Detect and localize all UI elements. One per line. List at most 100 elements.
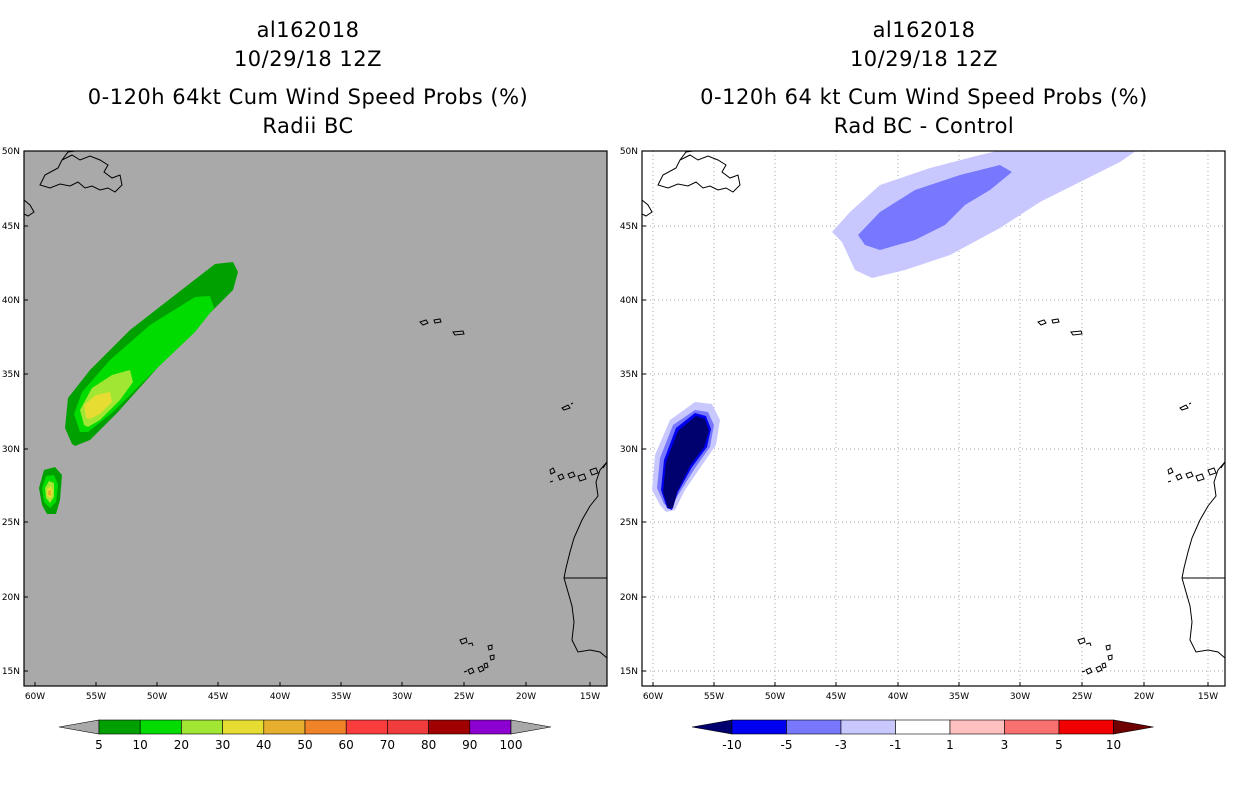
right-colorbar: -10 -5 -3 -1 1 3 5 10	[691, 719, 1154, 752]
diff-contour-medium-north	[858, 165, 1012, 250]
lon-label: 55W	[704, 692, 724, 702]
colorbar-cell	[222, 719, 265, 735]
lat-label: 20N	[2, 593, 20, 603]
colorbar-label: 5	[95, 738, 103, 752]
lat-label: 25N	[2, 518, 20, 528]
left-probability-contours	[39, 262, 238, 514]
left-title-datetime: 10/29/18 12Z	[233, 47, 383, 71]
coastline-segment	[567, 471, 576, 479]
coastline-segment	[463, 670, 468, 673]
coastline-segment	[1085, 642, 1092, 647]
lat-label: 15N	[620, 667, 638, 677]
coastline-segment	[467, 667, 475, 675]
left-title-storm-id: al162018	[256, 18, 360, 42]
coastline-segment	[1220, 461, 1225, 469]
lat-label: 30N	[620, 445, 638, 455]
coastline-segment	[1081, 670, 1086, 673]
colorbar-label: 10	[1106, 738, 1121, 752]
colorbar-label: -3	[835, 738, 847, 752]
lon-label: 25W	[1072, 692, 1092, 702]
right-map: 50N 45N 40N 35N 30N 25N 20N 15N 60W 55W 50W 45W 40W 3…	[620, 147, 1226, 702]
colorbar-label: 80	[421, 738, 436, 752]
coastline-segment	[1167, 467, 1174, 475]
left-map-frame	[23, 150, 608, 687]
colorbar-cell	[139, 719, 182, 735]
colorbar-left-arrow	[58, 719, 100, 735]
right-axis-labels: 50N 45N 40N 35N 30N 25N 20N 15N 60W 55W 50W 45W 40W 3…	[620, 147, 1218, 702]
lon-label: 60W	[25, 692, 45, 702]
colorbar-right-arrow	[510, 719, 552, 735]
colorbar-label: 50	[297, 738, 312, 752]
coastline-segment	[1095, 665, 1103, 673]
colorbar-label: 5	[1055, 738, 1063, 752]
left-colorbar: 5 10 20 30 40 50 60 70 80 90 100	[58, 719, 552, 752]
coastline-segment	[577, 473, 587, 482]
lat-label: 35N	[2, 370, 20, 380]
coastline-segment	[452, 330, 465, 336]
coastline-segment	[1179, 404, 1189, 411]
lat-label: 50N	[620, 147, 638, 157]
colorbar-label: 20	[174, 738, 189, 752]
coastline-segment	[1105, 644, 1111, 651]
lon-label: 45W	[208, 692, 228, 702]
right-title-storm-id: al162018	[872, 18, 976, 42]
left-title-product: 0-120h 64kt Cum Wind Speed Probs (%)	[87, 85, 529, 109]
coastline-segment	[557, 473, 565, 481]
lon-label: 50W	[147, 692, 167, 702]
coastline-segment	[1107, 654, 1113, 661]
right-title-product: 0-120h 64 kt Cum Wind Speed Probs (%)	[700, 85, 1148, 109]
colorbar-cell	[98, 719, 141, 735]
coastline-segment	[1167, 480, 1172, 483]
colorbar-cell	[263, 719, 306, 735]
colorbar-label: 70	[380, 738, 395, 752]
lon-label: 60W	[643, 692, 663, 702]
colorbar-cell	[731, 719, 787, 735]
colorbar-label: -1	[890, 738, 902, 752]
colorbar-cell	[304, 719, 347, 735]
lon-label: 45W	[826, 692, 846, 702]
lat-label: 25N	[620, 518, 638, 528]
colorbar-cell	[949, 719, 1005, 735]
coastline-segment	[561, 404, 571, 411]
right-title-experiment: Rad BC - Control	[833, 114, 1015, 138]
coastline-segment	[549, 480, 554, 483]
lon-label: 20W	[1134, 692, 1154, 702]
colorbar-right-arrow	[1113, 719, 1154, 735]
coastline-segment	[433, 318, 442, 324]
coastline-segment	[657, 154, 741, 193]
lon-label: 30W	[392, 692, 412, 702]
colorbar-label: 40	[256, 738, 271, 752]
coastline-segment	[489, 654, 495, 661]
coastline-segment	[589, 467, 599, 476]
coastline-segment	[1051, 318, 1060, 324]
lat-label: 40N	[620, 296, 638, 306]
lat-label: 20N	[620, 593, 638, 603]
right-map-frame	[641, 150, 1226, 687]
lon-label: 25W	[454, 692, 474, 702]
lat-label: 45N	[620, 222, 638, 232]
coastline-segment	[477, 665, 485, 673]
lon-label: 40W	[888, 692, 908, 702]
lon-label: 30W	[1010, 692, 1030, 702]
left-title-experiment: Radii BC	[262, 114, 354, 138]
colorbar-label: 30	[215, 738, 230, 752]
lat-label: 40N	[2, 296, 20, 306]
coastline-segment	[487, 644, 493, 651]
coastline-segment	[39, 154, 123, 193]
left-coastlines	[24, 151, 607, 675]
colorbar-label: 3	[1001, 738, 1009, 752]
coastline-segment	[1195, 473, 1205, 482]
colorbar-label: -10	[722, 738, 742, 752]
coastline-segment	[1070, 330, 1083, 336]
coastline-segment	[1188, 402, 1192, 405]
colorbar-cell	[1004, 719, 1060, 735]
colorbar-label: 60	[339, 738, 354, 752]
colorbar-cell	[786, 719, 842, 735]
colorbar-cell	[181, 719, 223, 735]
colorbar-label: -5	[781, 738, 793, 752]
colorbar-left-arrow	[691, 719, 733, 735]
colorbar-label: 100	[500, 738, 523, 752]
lon-label: 55W	[86, 692, 106, 702]
coastline-segment	[642, 199, 653, 217]
